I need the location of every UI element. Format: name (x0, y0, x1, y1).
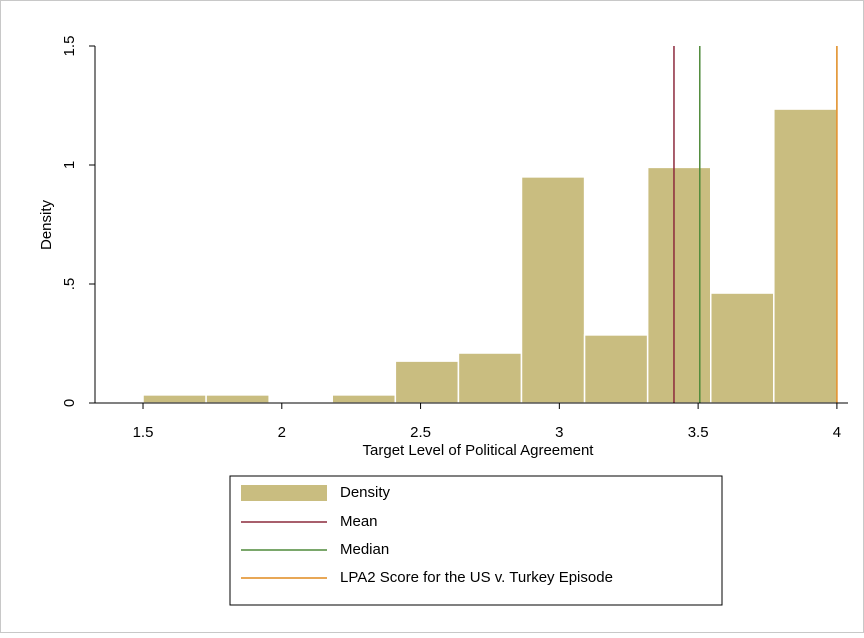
x-tick-label: 4 (833, 424, 841, 441)
bar (331, 394, 397, 404)
y-tick-label: .5 (61, 278, 78, 291)
legend-label: Mean (340, 513, 378, 530)
x-tick-label: 2 (278, 424, 286, 441)
x-tick-label: 2.5 (410, 424, 431, 441)
x-tick-label: 3.5 (688, 424, 709, 441)
bar (520, 176, 586, 404)
bar (646, 166, 712, 404)
x-tick-label: 1.5 (133, 424, 154, 441)
legend-swatch (241, 485, 327, 501)
bar (205, 394, 270, 404)
bar (710, 292, 775, 404)
legend-label: Density (340, 484, 391, 501)
bar (457, 352, 523, 404)
y-tick-label: 1.5 (61, 36, 78, 57)
y-tick-label: 1 (61, 161, 78, 169)
bar (583, 334, 649, 404)
y-tick-label: 0 (61, 399, 78, 407)
legend-label: LPA2 Score for the US v. Turkey Episode (340, 569, 613, 586)
x-axis-label: Target Level of Political Agreement (363, 442, 595, 459)
y-axis-label: Density (38, 199, 55, 250)
bar (142, 394, 207, 404)
bar (773, 108, 838, 404)
legend-label: Median (340, 541, 389, 558)
bar (394, 360, 460, 404)
x-tick-label: 3 (555, 424, 563, 441)
